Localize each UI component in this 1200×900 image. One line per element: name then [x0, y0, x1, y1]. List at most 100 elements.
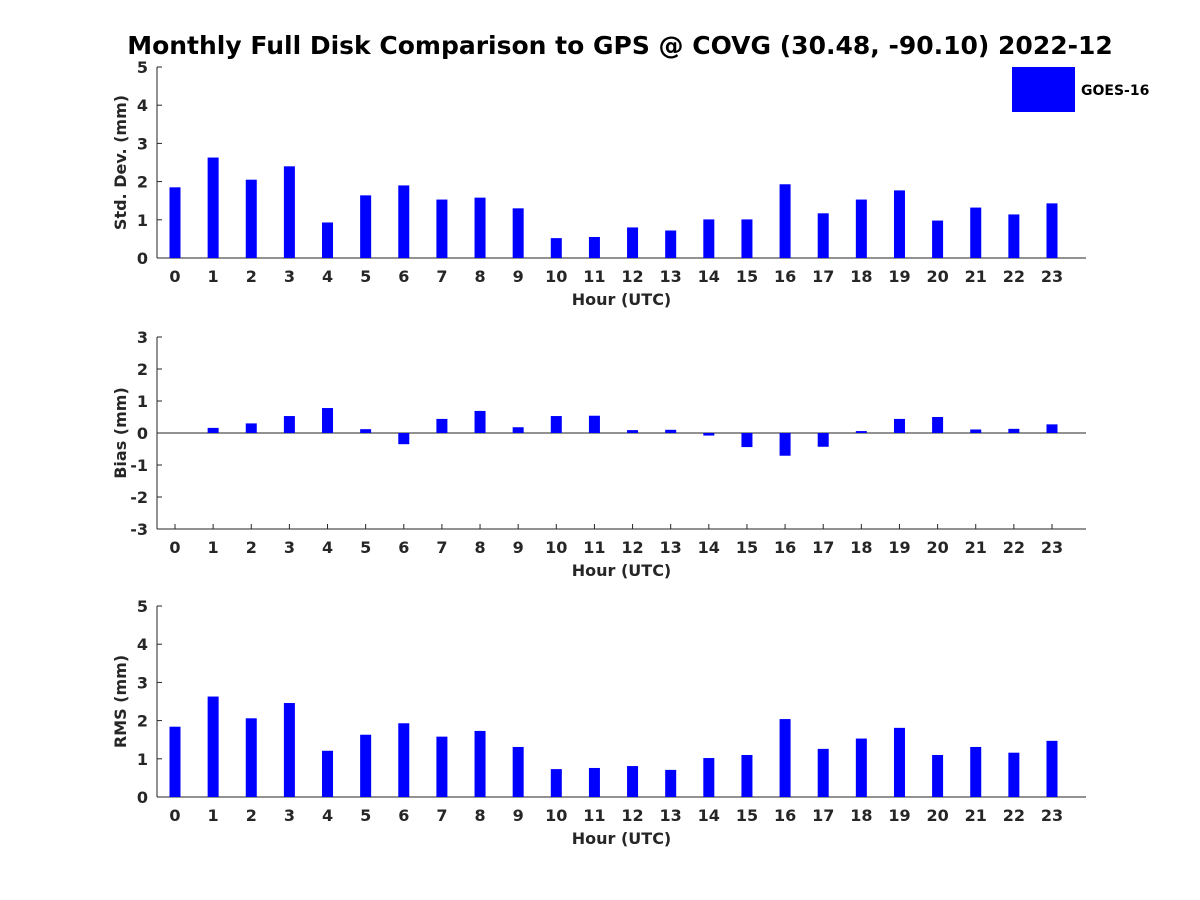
std-dev-bar-1 [207, 157, 219, 258]
rms-x-tick-label: 17 [812, 806, 834, 825]
bias-y-tick-label: 2 [137, 360, 148, 379]
std-dev-x-tick-label: 22 [1003, 267, 1025, 286]
std-dev-bar-0 [169, 187, 181, 258]
bias-y-tick-label: -1 [130, 456, 148, 475]
rms-x-tick-label: 6 [398, 806, 409, 825]
bias-x-tick-label: 18 [850, 538, 872, 557]
bias-y-tick-label: -3 [130, 520, 148, 539]
std-dev-bar-2 [245, 179, 257, 258]
std-dev-y-tick-label: 4 [137, 96, 148, 115]
std-dev-x-tick-label: 0 [169, 267, 180, 286]
std-dev-x-tick-label: 18 [850, 267, 872, 286]
bias-x-tick-label: 12 [621, 538, 643, 557]
bias-x-tick-label: 1 [208, 538, 219, 557]
std-dev-y-tick-label: 5 [137, 58, 148, 77]
bias-x-tick-label: 6 [398, 538, 409, 557]
rms-y-tick-label: 4 [137, 635, 148, 654]
std-dev-x-tick-label: 2 [246, 267, 257, 286]
std-dev-bar-4 [322, 222, 334, 258]
std-dev-bar-7 [436, 199, 448, 258]
rms-x-tick-label: 13 [660, 806, 682, 825]
std-dev-y-axis-label: Std. Dev. (mm) [111, 95, 130, 230]
std-dev-bar-23 [1046, 203, 1058, 258]
bias-x-tick-label: 9 [513, 538, 524, 557]
bias-bar-22 [1008, 428, 1020, 433]
std-dev-bar-3 [283, 166, 295, 258]
bias-x-tick-label: 23 [1041, 538, 1063, 557]
std-dev-bar-11 [588, 236, 600, 258]
bias-x-tick-label: 14 [698, 538, 720, 557]
bias-bar-9 [512, 427, 524, 433]
rms-x-tick-label: 18 [850, 806, 872, 825]
bias-x-tick-label: 5 [360, 538, 371, 557]
bias-bar-8 [474, 410, 486, 433]
legend-swatch [1012, 67, 1075, 112]
std-dev-x-tick-label: 11 [583, 267, 605, 286]
bias-bar-5 [360, 429, 372, 433]
rms-x-tick-label: 10 [545, 806, 567, 825]
std-dev-bar-6 [398, 185, 410, 258]
bias-bar-16 [779, 433, 791, 456]
std-dev-x-tick-label: 3 [284, 267, 295, 286]
rms-bar-22 [1008, 752, 1020, 797]
bias-x-tick-label: 21 [965, 538, 987, 557]
bias-bar-23 [1046, 424, 1058, 433]
rms-x-tick-label: 8 [474, 806, 485, 825]
bias-x-tick-label: 7 [436, 538, 447, 557]
bias-bar-21 [970, 429, 982, 433]
rms-bar-18 [855, 738, 867, 797]
bias-bar-12 [627, 430, 639, 433]
std-dev-x-tick-label: 20 [926, 267, 948, 286]
std-dev-x-tick-label: 10 [545, 267, 567, 286]
rms-bar-1 [207, 696, 219, 797]
rms-y-tick-label: 5 [137, 597, 148, 616]
bias-x-tick-label: 2 [246, 538, 257, 557]
bias-bar-17 [817, 433, 829, 447]
bias-bar-14 [703, 433, 715, 436]
bias-x-tick-label: 17 [812, 538, 834, 557]
rms-bar-6 [398, 723, 410, 797]
rms-x-tick-label: 1 [208, 806, 219, 825]
bias-x-tick-label: 10 [545, 538, 567, 557]
bias-x-tick-label: 15 [736, 538, 758, 557]
rms-x-tick-label: 4 [322, 806, 333, 825]
std-dev-x-tick-label: 6 [398, 267, 409, 286]
legend: GOES-16 [1012, 67, 1149, 112]
std-dev-bar-19 [893, 190, 905, 258]
std-dev-x-tick-label: 9 [513, 267, 524, 286]
rms-bar-15 [741, 754, 753, 797]
bias-x-tick-label: 20 [926, 538, 948, 557]
bias-bar-6 [398, 433, 410, 445]
rms-x-tick-label: 14 [698, 806, 720, 825]
std-dev-bar-10 [550, 238, 562, 258]
rms-x-tick-label: 23 [1041, 806, 1063, 825]
std-dev-bar-9 [512, 208, 524, 258]
rms-bar-19 [893, 727, 905, 797]
rms-bar-3 [283, 703, 295, 797]
rms-bar-7 [436, 736, 448, 797]
rms-x-tick-label: 3 [284, 806, 295, 825]
rms-bar-4 [322, 750, 334, 797]
std-dev-x-tick-label: 4 [322, 267, 333, 286]
bias-x-tick-label: 11 [583, 538, 605, 557]
std-dev-y-tick-label: 2 [137, 173, 148, 192]
bias-bar-19 [893, 418, 905, 433]
bias-bar-4 [322, 408, 334, 433]
bias-x-tick-label: 13 [660, 538, 682, 557]
rms-x-axis-label: Hour (UTC) [572, 829, 672, 848]
std-dev-x-tick-label: 23 [1041, 267, 1063, 286]
std-dev-bar-8 [474, 197, 486, 258]
std-dev-y-tick-label: 0 [137, 249, 148, 268]
std-dev-bar-15 [741, 219, 753, 258]
bias-y-tick-label: -2 [130, 488, 148, 507]
rms-x-tick-label: 9 [513, 806, 524, 825]
rms-y-axis-label: RMS (mm) [111, 655, 130, 748]
rms-bar-13 [665, 769, 677, 797]
rms-x-tick-label: 15 [736, 806, 758, 825]
std-dev-x-tick-label: 16 [774, 267, 796, 286]
bias-bar-7 [436, 418, 448, 433]
rms-bar-21 [970, 746, 982, 797]
rms-x-tick-label: 7 [436, 806, 447, 825]
